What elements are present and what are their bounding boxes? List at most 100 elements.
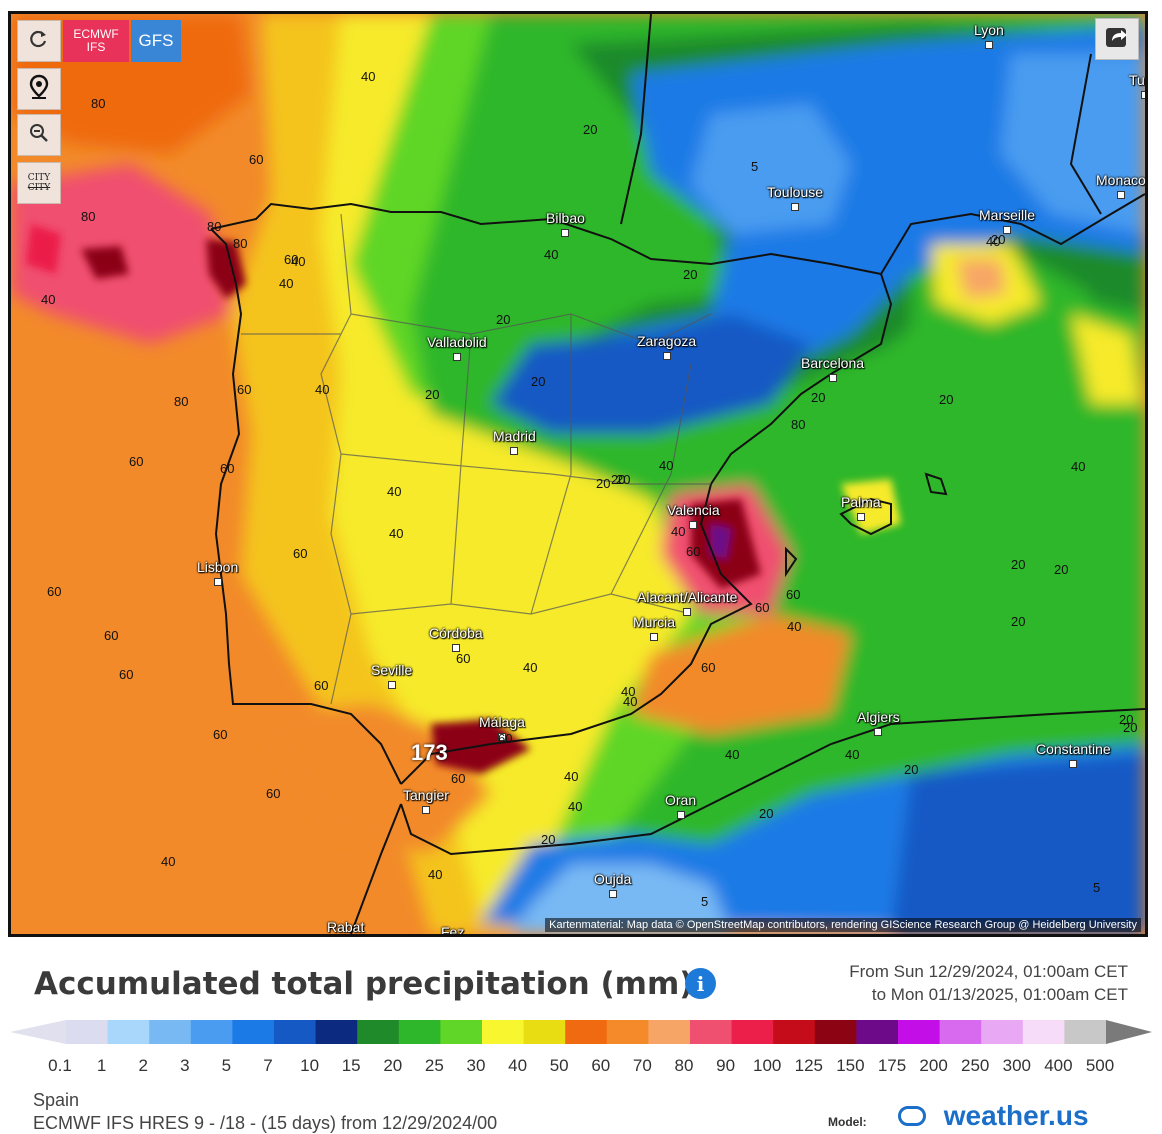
- contour-label: 20: [616, 472, 631, 487]
- scale-tick-label: 175: [877, 1056, 907, 1075]
- city-marker: [683, 608, 692, 616]
- contour-label: 20: [1011, 557, 1026, 572]
- contour-label: 60: [47, 584, 62, 599]
- city-label: Lyon: [974, 22, 1004, 49]
- contour-label: 20: [541, 832, 556, 847]
- scale-cell: [274, 1020, 317, 1044]
- city-marker: [984, 41, 993, 49]
- contour-label: 40: [279, 276, 294, 291]
- scale-cell: [315, 1020, 358, 1044]
- scale-cell: [66, 1020, 109, 1044]
- scale-tick-label: 15: [341, 1056, 361, 1075]
- scale-cell: [981, 1020, 1024, 1044]
- forecast-period: From Sun 12/29/2024, 01:00am CET to Mon …: [849, 962, 1128, 1004]
- contour-label: 40: [623, 694, 638, 709]
- contour-label: 40: [845, 747, 860, 762]
- city-toggle-button[interactable]: CITY CITY: [17, 162, 61, 204]
- contour-label: 20: [611, 472, 626, 487]
- refresh-icon: [29, 29, 49, 53]
- contour-label: 40: [315, 382, 330, 397]
- contour-label: 60: [104, 628, 119, 643]
- city-label: Palma: [841, 494, 881, 521]
- contour-label: 20: [496, 312, 511, 327]
- city-marker: [1003, 226, 1011, 234]
- city-marker: [497, 733, 506, 741]
- scale-tick-label: 20: [383, 1056, 403, 1075]
- contour-label: 20: [991, 232, 1006, 247]
- scale-tick-label: 2: [138, 1056, 148, 1075]
- city-marker: [650, 633, 658, 641]
- contour-label: 60: [119, 667, 134, 682]
- contour-label: 60: [786, 587, 801, 602]
- city-marker: [874, 728, 883, 736]
- scale-tick-label: 40: [508, 1056, 528, 1075]
- scale-tick-label: 125: [794, 1056, 823, 1075]
- contour-label: 60: [456, 651, 471, 666]
- city-label: Turin: [1129, 72, 1145, 99]
- scale-tick-label: 50: [549, 1056, 569, 1075]
- city-marker: [1116, 191, 1125, 199]
- scale-cell: [107, 1020, 150, 1044]
- contour-label: 60: [213, 727, 228, 742]
- contour-label: 60: [451, 771, 466, 786]
- city-marker: [608, 890, 617, 898]
- contour-label: 40: [725, 747, 740, 762]
- max-value-label: 173: [411, 740, 448, 765]
- share-icon: [1104, 25, 1130, 53]
- scale-cell: [773, 1020, 816, 1044]
- scale-cell: [440, 1020, 483, 1044]
- city-label: Oujda: [594, 871, 631, 898]
- map-canvas[interactable]: [11, 14, 1145, 934]
- refresh-button[interactable]: [17, 20, 61, 62]
- city-label: Madrid: [493, 428, 536, 455]
- scale-tick-label: 250: [961, 1056, 990, 1075]
- city-label: Monaco: [1096, 172, 1145, 199]
- share-button[interactable]: [1095, 18, 1139, 60]
- scale-tick-label: 80: [674, 1056, 694, 1075]
- city-marker: [791, 203, 800, 211]
- scale-tick-label: 100: [753, 1056, 782, 1075]
- city-label: Marseille: [979, 207, 1035, 234]
- precipitation-map[interactable]: Lyon Turin Monaco Toulouse Marseille Bilbao Va…: [8, 11, 1148, 937]
- city-marker: [1140, 91, 1145, 99]
- zoom-out-button[interactable]: [17, 114, 61, 156]
- scale-cell: [523, 1020, 566, 1044]
- contour-label: 5: [1093, 880, 1101, 895]
- contour-label: 40: [787, 619, 802, 634]
- contour-label: 20: [583, 122, 598, 137]
- city-label: Córdoba: [429, 625, 483, 652]
- city-marker: [662, 352, 671, 360]
- contour-label: 40: [544, 247, 559, 262]
- contour-label: 20: [904, 762, 919, 777]
- contour-label: 40: [41, 292, 56, 307]
- contour-label: 20: [1011, 614, 1026, 629]
- city-marker: [421, 806, 430, 814]
- legend-title: Accumulated total precipitation (mm): [34, 966, 694, 1002]
- contour-label: 40: [986, 234, 1001, 249]
- city-label: Barcelona: [801, 355, 864, 382]
- city-label: Málaga: [479, 714, 525, 741]
- city-marker: [510, 447, 519, 455]
- scale-cell: [690, 1020, 733, 1044]
- contour-label: 60: [249, 152, 264, 167]
- model-gfs-button[interactable]: GFS: [131, 20, 181, 62]
- contour-label: 40: [1071, 459, 1086, 474]
- contour-label: 60: [266, 786, 281, 801]
- map-credit: Kartenmaterial: Map data © OpenStreetMap…: [545, 918, 1141, 932]
- scale-tick-label: 90: [716, 1056, 736, 1075]
- scale-tick-label: 70: [632, 1056, 652, 1075]
- info-icon[interactable]: i: [685, 968, 716, 999]
- scale-tick-label: 400: [1044, 1056, 1073, 1075]
- brand-logo: weather.us: [898, 1100, 1089, 1132]
- region-name: Spain: [33, 1090, 80, 1110]
- model-ecmwf-button[interactable]: ECMWF IFS: [63, 20, 129, 62]
- scale-cell: [482, 1020, 525, 1044]
- contour-label: 40: [659, 458, 674, 473]
- contour-label: 20: [596, 476, 611, 491]
- scale-tick-label: 500: [1085, 1056, 1115, 1075]
- scale-tick-label: 3: [180, 1056, 190, 1075]
- scale-tick-label: 200: [919, 1056, 948, 1075]
- locate-button[interactable]: [17, 68, 61, 110]
- scale-cell: [232, 1020, 275, 1044]
- contour-label: 60: [686, 544, 701, 559]
